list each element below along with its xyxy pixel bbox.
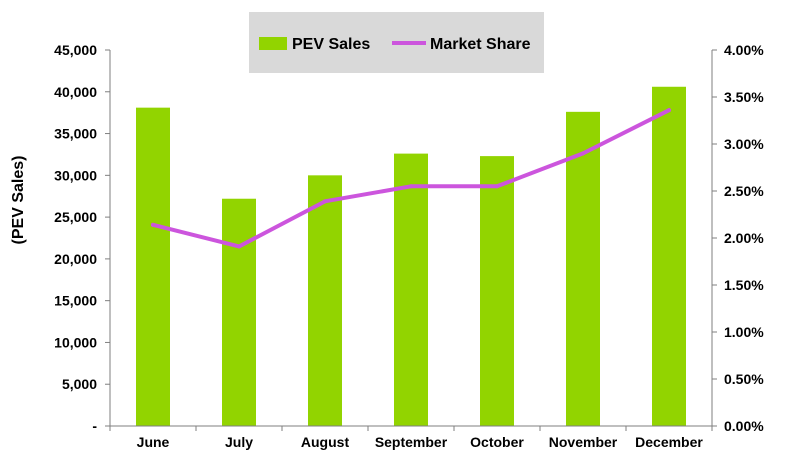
y-tick-label: 25,000 bbox=[54, 209, 97, 225]
x-tick-label: November bbox=[549, 434, 618, 450]
bar bbox=[652, 86, 686, 427]
x-tick-label: October bbox=[470, 434, 524, 450]
y2-tick-label: 1.00% bbox=[724, 324, 764, 340]
x-tick-label: December bbox=[635, 434, 703, 450]
labels-group: - 5,000 10,000 15,000 20,000 25,000 30,000 35,0… bbox=[54, 42, 764, 450]
bar bbox=[308, 175, 342, 426]
legend-label-market-share: Market Share bbox=[430, 36, 531, 53]
y2-tick-label: 2.50% bbox=[724, 183, 764, 199]
y-tick-label: 40,000 bbox=[54, 84, 97, 100]
legend-swatch-bar bbox=[259, 37, 287, 50]
market-share-point bbox=[581, 151, 585, 156]
bar bbox=[394, 153, 428, 426]
market-share-point bbox=[409, 184, 413, 189]
y2-tick-label: 1.50% bbox=[724, 277, 764, 293]
market-share-point bbox=[495, 184, 499, 189]
y-tick-label: 30,000 bbox=[54, 167, 97, 183]
y2-tick-label: 0.00% bbox=[724, 418, 764, 434]
legend-label-pev-sales: PEV Sales bbox=[292, 36, 370, 53]
y2-tick-label: 4.00% bbox=[724, 42, 764, 58]
y2-tick-label: 3.00% bbox=[724, 136, 764, 152]
line-group bbox=[151, 108, 671, 249]
y-axis-title: (PEV Sales) bbox=[10, 156, 27, 245]
y-tick-label: 10,000 bbox=[54, 334, 97, 350]
y-tick-label: 15,000 bbox=[54, 293, 97, 309]
bar bbox=[480, 156, 514, 427]
y-tick-label: - bbox=[92, 418, 97, 434]
x-tick-label: July bbox=[225, 434, 253, 450]
y2-tick-label: 2.00% bbox=[724, 230, 764, 246]
axes-group bbox=[105, 49, 717, 431]
y2-tick-label: 3.50% bbox=[724, 89, 764, 105]
legend: PEV Sales Market Share bbox=[249, 12, 544, 73]
market-share-point bbox=[237, 244, 241, 249]
y-tick-label: 45,000 bbox=[54, 42, 97, 58]
market-share-point bbox=[323, 199, 327, 204]
bar bbox=[566, 111, 600, 426]
x-tick-label: August bbox=[301, 434, 350, 450]
x-tick-label: June bbox=[137, 434, 170, 450]
y-tick-label: 35,000 bbox=[54, 126, 97, 142]
market-share-point bbox=[667, 108, 671, 113]
y-tick-label: 20,000 bbox=[54, 251, 97, 267]
y2-tick-label: 0.50% bbox=[724, 371, 764, 387]
bars-group bbox=[136, 86, 686, 427]
bar bbox=[222, 198, 256, 426]
bar bbox=[136, 107, 170, 427]
market-share-point bbox=[151, 222, 155, 227]
y-tick-label: 5,000 bbox=[62, 376, 97, 392]
x-tick-label: September bbox=[375, 434, 448, 450]
